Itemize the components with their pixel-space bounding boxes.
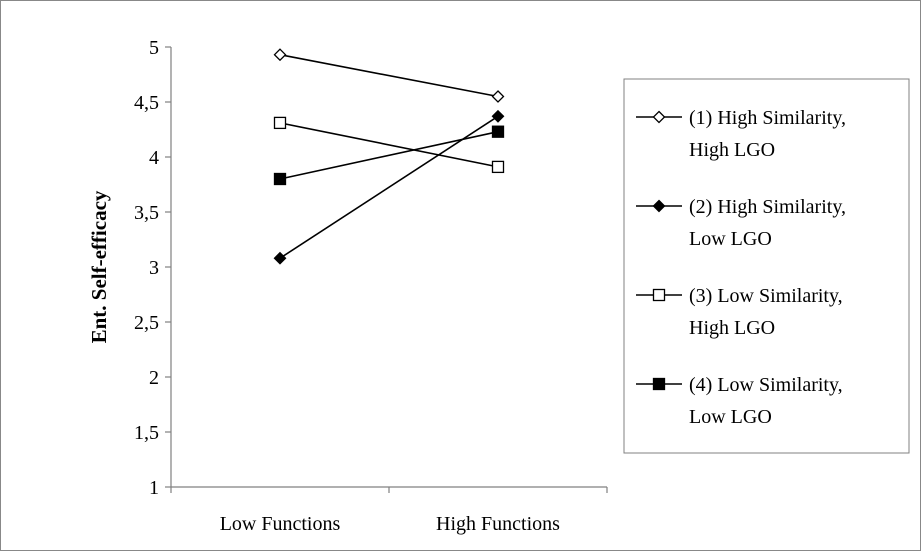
series-3-point (273, 116, 287, 130)
series-1-point (491, 90, 505, 103)
legend-marker-1 (652, 110, 666, 124)
legend-label-1-line2: High LGO (689, 139, 775, 161)
y-tick-label: 4,5 (134, 92, 159, 114)
series-4-point (491, 125, 505, 138)
legend-label-4: (4) Low Similarity, (689, 374, 843, 396)
legend-box (623, 78, 910, 454)
series-1-point (273, 48, 287, 62)
series-3-point (491, 160, 505, 174)
legend-label-3: (3) Low Similarity, (689, 285, 843, 307)
y-tick-label: 1,5 (134, 422, 159, 444)
y-ticks: 1 1,5 2 2,5 3 3,5 4 4,5 5 (134, 37, 171, 499)
y-tick-label: 5 (149, 37, 159, 59)
series-4-line (279, 130, 499, 180)
legend-label-2: (2) High Similarity, (689, 196, 846, 218)
x-tick-label: Low Functions (220, 513, 341, 535)
legend-label-2-line2: Low LGO (689, 228, 772, 250)
series-2-point (273, 251, 287, 265)
x-tick-label: High Functions (436, 513, 560, 535)
y-axis-label: Ent. Self-efficacy (87, 190, 111, 343)
legend-label-1: (1) High Similarity, (689, 107, 846, 129)
y-tick-label: 2,5 (134, 312, 159, 334)
y-tick-label: 1 (149, 477, 159, 499)
y-tick-label: 3 (149, 257, 159, 279)
legend-label-3-line2: High LGO (689, 317, 775, 339)
series (273, 48, 505, 265)
legend-marker-3 (652, 288, 666, 302)
y-tick-label: 3,5 (134, 202, 159, 224)
y-tick-label: 4 (149, 147, 159, 169)
legend-marker-4 (652, 377, 666, 391)
legend-marker-2 (652, 199, 666, 213)
series-4-point (273, 172, 287, 186)
legend-label-4-line2: Low LGO (689, 406, 772, 428)
series-2-point (491, 109, 505, 123)
x-ticks: Low Functions High Functions (170, 487, 608, 535)
y-tick-label: 2 (149, 367, 159, 389)
series-3-line (279, 122, 499, 168)
legend: (1) High Similarity, High LGO (2) High Sim… (623, 78, 910, 454)
series-1-line (279, 53, 499, 98)
